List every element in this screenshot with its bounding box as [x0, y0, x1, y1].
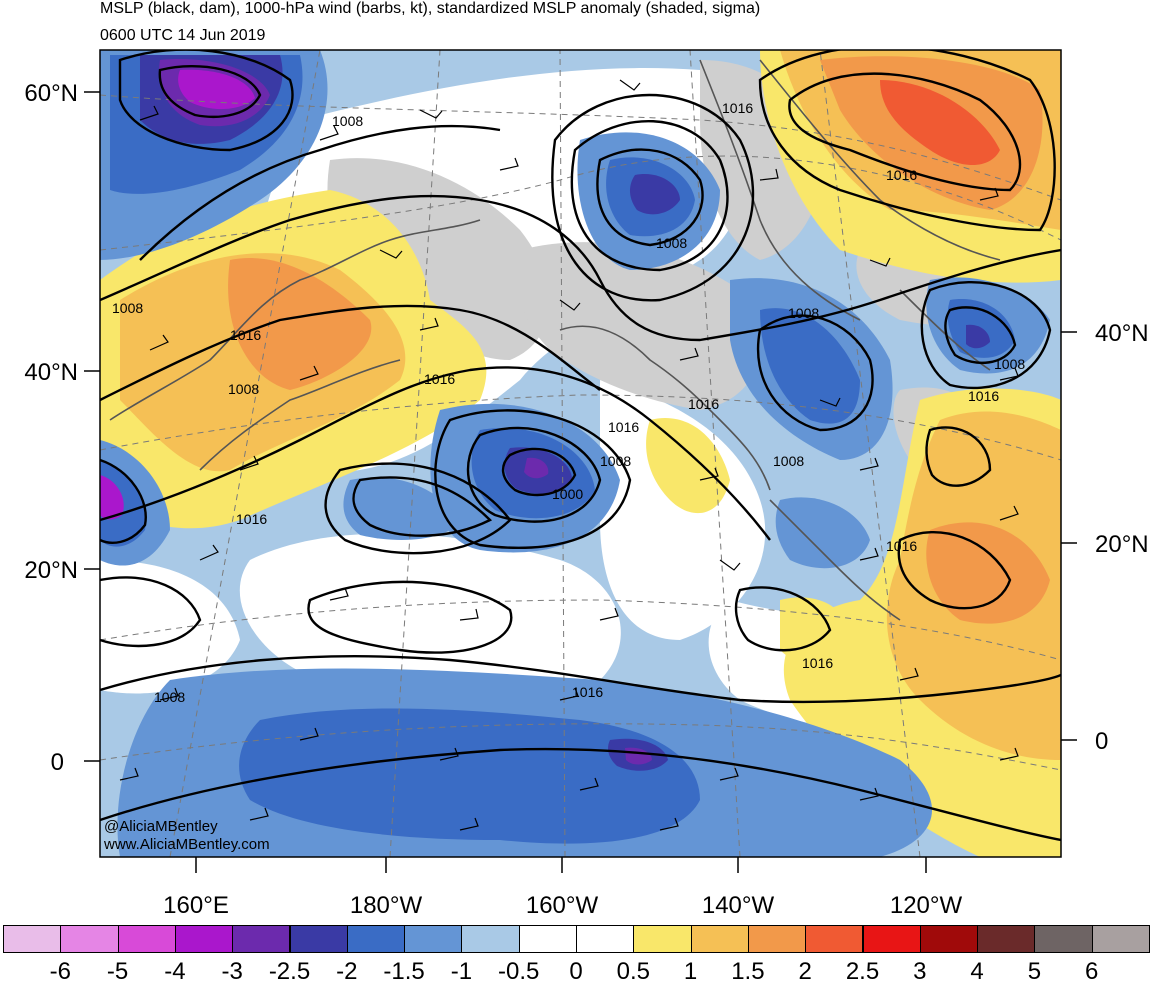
colorbar-label: -0.5 — [498, 958, 540, 985]
colorbar-label: -1 — [450, 958, 473, 985]
colorbar-swatch — [633, 925, 692, 953]
map-title: MSLP (black, dam), 1000-hPa wind (barbs,… — [100, 0, 761, 17]
lat-label: 40°N — [24, 359, 78, 386]
colorbar-swatch — [1091, 925, 1150, 953]
colorbar-swatch — [518, 925, 577, 953]
colorbar-swatch — [576, 925, 635, 953]
lat-label: 0 — [51, 749, 64, 776]
colorbar-label: -5 — [106, 958, 129, 985]
colorbar-swatch — [232, 925, 291, 953]
colorbar-swatch — [117, 925, 176, 953]
colorbar-swatch — [862, 925, 921, 953]
colorbar-swatch — [805, 925, 864, 953]
isobar-label: 1008 — [228, 381, 259, 397]
colorbar-swatch — [461, 925, 520, 953]
positive-anomaly-areas — [100, 50, 1061, 857]
colorbar-swatch — [346, 925, 406, 953]
lat-label: 20°N — [24, 557, 78, 584]
isobar-label: 1016 — [722, 100, 753, 116]
colorbar-label: -6 — [49, 958, 71, 985]
colorbar-label: -3 — [221, 958, 243, 985]
colorbar-swatch — [404, 925, 463, 953]
colorbar-swatch — [1034, 925, 1093, 953]
isobar-label: 1016 — [236, 511, 267, 527]
lon-label: 120°W — [890, 892, 963, 919]
colorbar-label: 5 — [1027, 958, 1042, 985]
colorbar-label: -4 — [164, 958, 186, 985]
isobar-label: 1016 — [886, 167, 917, 183]
isobars — [100, 50, 1061, 842]
colorbar-label: 1.5 — [731, 958, 765, 985]
isobar-label: 1016 — [968, 388, 999, 404]
lat-label: 40°N — [1095, 320, 1149, 347]
isobar-label: 1016 — [886, 538, 917, 554]
isobar-label: 1000 — [552, 486, 583, 502]
colorbar-swatch — [977, 925, 1036, 953]
lat-label: 20°N — [1095, 531, 1149, 558]
isobar-label: 1008 — [112, 300, 143, 316]
isobar-label: 1016 — [608, 419, 639, 435]
isobar-label: 1008 — [773, 453, 804, 469]
colorbar-swatch — [747, 925, 807, 953]
isobar-label: 1008 — [656, 235, 687, 251]
valid-time: 0600 UTC 14 Jun 2019 — [100, 27, 266, 44]
lat-label: 0 — [1095, 728, 1108, 755]
isobar-label: 1008 — [154, 689, 185, 705]
colorbar-label: 1 — [683, 958, 698, 985]
colorbar-label: -2 — [336, 958, 358, 985]
isobar-label: 1008 — [994, 356, 1025, 372]
lon-label: 160°W — [526, 892, 599, 919]
colorbar-swatch — [174, 925, 234, 953]
colorbar-swatch — [690, 925, 749, 953]
lon-label: 160°E — [163, 892, 229, 919]
colorbar-label: -1.5 — [383, 958, 425, 985]
isobar-label: 1016 — [802, 655, 833, 671]
credit-url: www.AliciaMBentley.com — [103, 836, 270, 853]
isobar-label: 1016 — [424, 371, 455, 387]
isobar-label: 1008 — [332, 113, 363, 129]
colorbar-label: 0.5 — [616, 958, 650, 985]
lon-label: 180°W — [350, 892, 423, 919]
colorbar-swatch — [60, 925, 119, 953]
isobar-label: 1016 — [688, 396, 719, 412]
colorbar-label: 3 — [913, 958, 927, 985]
isobar-label: 1016 — [230, 327, 261, 343]
lon-label: 140°W — [702, 892, 775, 919]
colorbar-label: 2.5 — [845, 958, 880, 985]
axis-ticks — [84, 91, 1077, 873]
lat-label: 60°N — [24, 80, 78, 107]
isobar-label: 1008 — [788, 305, 819, 321]
colorbar-label: 6 — [1085, 958, 1099, 985]
credit-handle: @AliciaMBentley — [104, 818, 218, 835]
negative-anomaly-areas — [100, 50, 1050, 857]
colorbar-swatch — [3, 925, 62, 953]
map-frame — [99, 49, 1062, 858]
isobar-label: 1016 — [572, 684, 603, 700]
colorbar-label: 2 — [798, 958, 812, 985]
colorbar-swatch — [919, 925, 979, 953]
colorbar-swatch — [289, 925, 348, 953]
colorbar-label: 0 — [569, 958, 583, 985]
wind-barbs — [119, 79, 1019, 831]
colorbar-label: -2.5 — [268, 958, 311, 985]
isobar-label: 1008 — [600, 453, 631, 469]
colorbar-label: 4 — [970, 958, 984, 985]
